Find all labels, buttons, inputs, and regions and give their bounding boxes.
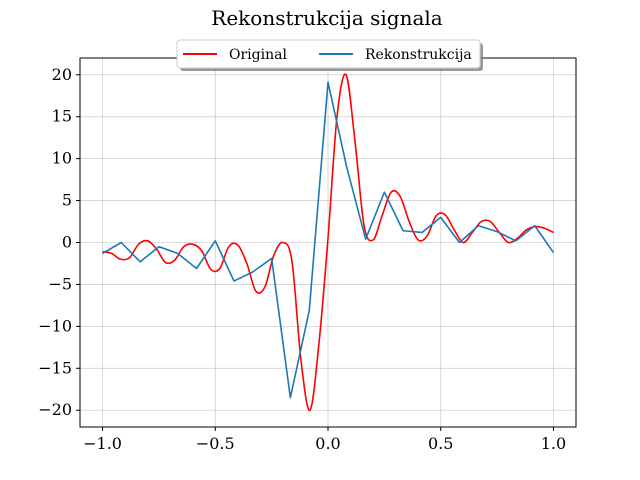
y-tick-label: 5 <box>62 191 72 210</box>
y-tick-label: 20 <box>52 65 72 84</box>
series-layer <box>102 73 555 412</box>
y-tick-label: 0 <box>62 233 72 252</box>
y-tick-label: −5 <box>48 274 72 293</box>
legend-label: Original <box>229 47 287 63</box>
x-tick-label: −0.5 <box>196 434 235 453</box>
legend-label: Rekonstrukcija <box>365 47 472 63</box>
y-tick-label: −20 <box>38 400 72 419</box>
y-tick-label: −10 <box>38 316 72 335</box>
series-line-rekonstrukcija <box>102 81 555 399</box>
x-tick-label: 0.0 <box>315 434 340 453</box>
x-tick-label: 0.5 <box>428 434 453 453</box>
y-tick-label: 10 <box>52 149 72 168</box>
y-tick-label: 15 <box>52 107 72 126</box>
chart-title: Rekonstrukcija signala <box>211 6 443 30</box>
x-tick-label: −1.0 <box>83 434 122 453</box>
y-tick-label: −15 <box>38 358 72 377</box>
x-tick-label: 1.0 <box>541 434 566 453</box>
ticks: −1.0 −0.5 0.0 0.5 1.0 −20 −15 −10 −5 0 5 10 15 20 <box>38 65 566 453</box>
legend: Original Rekonstrukcija <box>176 39 483 71</box>
